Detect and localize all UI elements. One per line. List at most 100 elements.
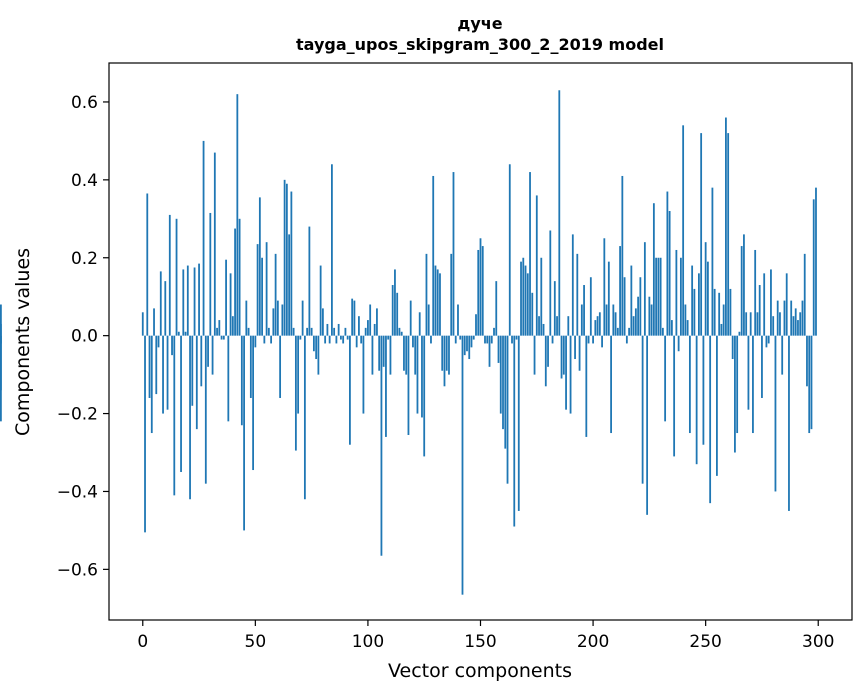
bar — [430, 335, 432, 344]
bar — [466, 335, 468, 352]
bar — [461, 335, 464, 595]
bar — [661, 327, 664, 336]
bar — [524, 265, 527, 336]
bar — [549, 230, 552, 336]
bar — [439, 273, 441, 336]
bar — [146, 193, 149, 336]
bar — [272, 308, 275, 336]
bar — [270, 335, 273, 344]
bar — [668, 211, 671, 336]
bar — [513, 335, 516, 527]
bar — [245, 300, 248, 336]
bar — [538, 316, 540, 336]
bar — [436, 269, 439, 336]
bar — [267, 327, 270, 336]
bar — [207, 335, 209, 367]
bar — [378, 335, 381, 371]
bar — [725, 117, 727, 336]
bar — [416, 335, 419, 414]
bar — [529, 172, 531, 336]
bar — [569, 335, 572, 414]
bar — [749, 312, 752, 336]
bar — [490, 335, 493, 344]
bar — [709, 335, 712, 504]
bar — [243, 335, 245, 531]
bar — [594, 320, 597, 336]
bar — [752, 335, 754, 434]
x-tick-label: 150 — [464, 632, 496, 652]
bar — [666, 191, 669, 336]
bar — [531, 292, 534, 336]
bar — [497, 335, 500, 363]
bar — [385, 335, 387, 437]
bar — [756, 312, 759, 336]
bar — [574, 335, 576, 360]
bar — [445, 335, 448, 371]
bar — [691, 265, 694, 336]
bar — [765, 335, 768, 348]
bar — [240, 335, 243, 426]
bar — [369, 304, 372, 336]
chart-subtitle: tayga_upos_skipgram_300_2_2019 model — [296, 35, 664, 54]
bar — [364, 327, 367, 336]
bar — [797, 320, 799, 336]
bar — [376, 308, 378, 336]
bar — [317, 335, 320, 375]
bar — [785, 273, 788, 336]
bar — [333, 327, 336, 336]
bar — [481, 246, 484, 336]
bar — [412, 335, 414, 348]
bar — [367, 320, 369, 336]
bar — [209, 212, 212, 336]
bar — [596, 316, 599, 336]
bar — [454, 335, 457, 344]
x-tick-label: 100 — [352, 632, 384, 652]
bar — [736, 335, 739, 434]
bar — [567, 316, 570, 336]
bar — [202, 140, 205, 336]
bar — [788, 335, 790, 511]
bar — [452, 172, 455, 336]
bar — [249, 335, 252, 398]
bar — [571, 234, 574, 336]
bar — [283, 179, 286, 336]
y-tick-label: 0.6 — [71, 93, 98, 113]
bar — [648, 296, 651, 336]
bar — [421, 335, 423, 418]
bar — [630, 265, 633, 336]
bar — [515, 335, 518, 340]
bar — [605, 304, 608, 336]
y-tick-label: 0.0 — [71, 327, 98, 347]
bar — [312, 335, 315, 352]
bar — [772, 316, 775, 336]
bar — [274, 253, 277, 336]
bar — [254, 335, 257, 348]
bar — [612, 304, 615, 336]
bar — [218, 320, 221, 336]
bar — [472, 335, 475, 340]
bar — [319, 265, 322, 336]
bar — [157, 335, 160, 348]
bar — [634, 308, 637, 336]
bar — [362, 335, 365, 414]
bar — [779, 312, 781, 336]
bar — [279, 335, 282, 398]
bar — [565, 335, 567, 410]
bar — [351, 298, 354, 336]
y-tick-label: 0.2 — [71, 249, 98, 269]
bar — [560, 335, 563, 379]
bar — [580, 304, 583, 336]
bar — [450, 253, 453, 336]
bar — [427, 304, 430, 336]
bar — [720, 323, 723, 336]
plot-frame — [108, 62, 853, 621]
bar — [677, 335, 680, 352]
bar — [448, 335, 450, 375]
bar — [632, 316, 635, 336]
bar — [159, 271, 162, 336]
bar — [303, 335, 306, 500]
bar — [425, 253, 428, 336]
x-tick-label: 0 — [137, 632, 148, 652]
bar — [803, 253, 806, 336]
bar — [770, 269, 772, 336]
